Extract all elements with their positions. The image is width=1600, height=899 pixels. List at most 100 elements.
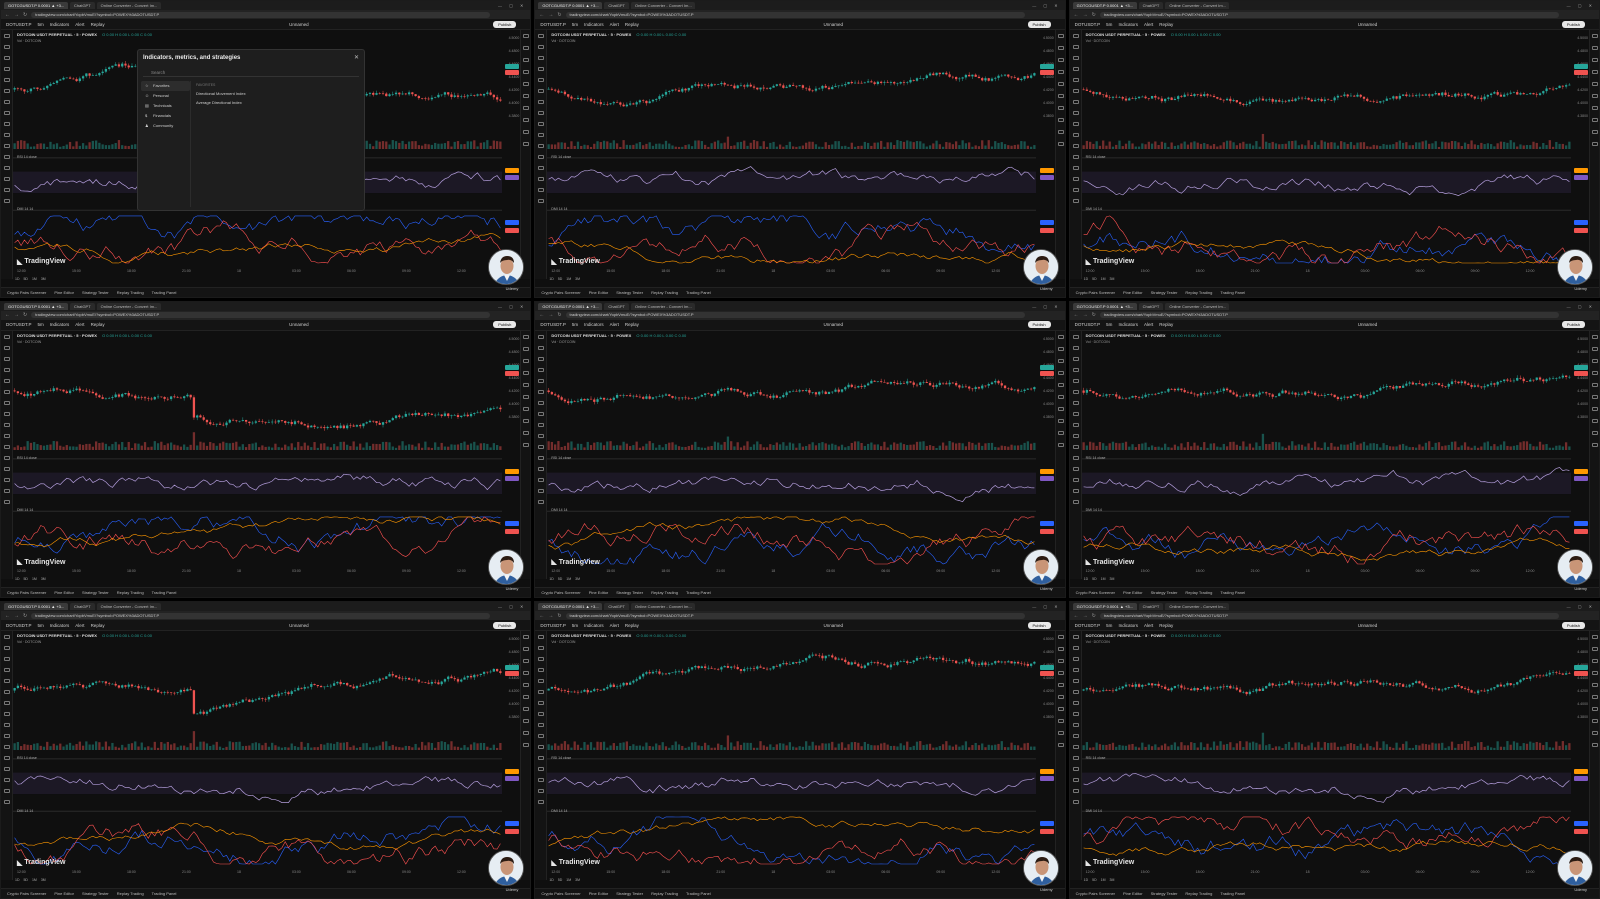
layout-name-button[interactable]: Unnamed xyxy=(823,322,843,328)
time-axis[interactable]: 12:00 15:00 18:00 21:00 18 03:00 06:00 09:00 12:… xyxy=(13,869,502,876)
drawing-tool-icon[interactable] xyxy=(1072,45,1079,49)
range-button[interactable]: 1M xyxy=(31,577,37,582)
widget-icon[interactable] xyxy=(1591,719,1598,724)
bottom-panel-tab[interactable]: Replay Trading xyxy=(116,890,144,896)
chart-canvas[interactable] xyxy=(547,331,1037,569)
browser-tab[interactable]: Online Converter - Convert Im... xyxy=(1165,603,1230,611)
replay-button[interactable]: Replay xyxy=(90,21,105,27)
widget-icon[interactable] xyxy=(523,70,530,74)
drawing-tool-icon[interactable] xyxy=(4,646,10,651)
indicators-button[interactable]: Indicators xyxy=(49,622,70,628)
drawing-tool-icon[interactable] xyxy=(4,477,10,482)
widget-icon[interactable] xyxy=(1591,418,1598,423)
alert-button[interactable]: Alert xyxy=(609,21,619,27)
widget-icon[interactable] xyxy=(1057,370,1064,375)
back-icon[interactable]: ← xyxy=(5,11,10,18)
widget-icon[interactable] xyxy=(1057,82,1064,86)
drawing-tool-icon[interactable] xyxy=(538,400,545,405)
price-scale[interactable]: 4.50004.48004.46004.44004.42004.40004.38… xyxy=(1036,631,1055,869)
drawing-tool-icon[interactable] xyxy=(4,144,10,148)
timeframe-button[interactable]: 5m xyxy=(571,21,579,27)
drawing-tool-icon[interactable] xyxy=(1072,111,1079,115)
indicators-button[interactable]: Indicators xyxy=(1118,21,1138,27)
drawing-tool-icon[interactable] xyxy=(4,800,10,805)
widget-icon[interactable] xyxy=(1057,430,1064,435)
back-icon[interactable]: ← xyxy=(1073,612,1079,619)
widget-icon[interactable] xyxy=(523,346,530,351)
drawing-tool-icon[interactable] xyxy=(1072,701,1079,706)
timeframe-button[interactable]: 5m xyxy=(37,21,44,27)
drawing-tool-icon[interactable] xyxy=(1072,56,1079,60)
widget-icon[interactable] xyxy=(1591,671,1598,676)
widget-icon[interactable] xyxy=(1057,346,1064,351)
widget-icon[interactable] xyxy=(1591,743,1598,748)
widget-icon[interactable] xyxy=(1057,94,1064,98)
drawing-tool-icon[interactable] xyxy=(4,155,10,159)
symbol-search-button[interactable]: DOTUSDT.P xyxy=(1074,322,1101,328)
price-scale[interactable]: 4.50004.48004.46004.44004.42004.40004.38… xyxy=(502,631,521,869)
forward-icon[interactable]: → xyxy=(14,612,19,619)
chart-canvas[interactable] xyxy=(13,631,502,869)
symbol-search-button[interactable]: DOTUSDT.P xyxy=(540,21,566,27)
browser-tab[interactable]: GOTCGUSDT.P 0.0001 ▲ +3... xyxy=(4,2,68,9)
bottom-panel-tab[interactable]: Strategy Tester xyxy=(81,890,109,896)
browser-tab[interactable]: GOTCGUSDT.P 0.0001 ▲ +3... xyxy=(4,603,68,611)
bottom-panel-tab[interactable]: Crypto Pairs Screener xyxy=(1075,590,1116,596)
widget-icon[interactable] xyxy=(523,94,530,98)
widget-icon[interactable] xyxy=(523,106,530,110)
widget-icon[interactable] xyxy=(1057,671,1064,676)
bottom-panel-tab[interactable]: Crypto Pairs Screener xyxy=(541,289,581,295)
widget-icon[interactable] xyxy=(1057,719,1064,724)
browser-tab[interactable]: ChatGPT xyxy=(70,2,95,9)
widget-icon[interactable] xyxy=(523,358,530,363)
browser-tab[interactable]: ChatGPT xyxy=(604,603,629,611)
range-button[interactable]: 1D xyxy=(1083,276,1089,281)
timeframe-button[interactable]: 5m xyxy=(571,622,579,628)
symbol-search-button[interactable]: DOTUSDT.P xyxy=(540,322,566,328)
browser-tab[interactable]: ChatGPT xyxy=(604,2,629,9)
widget-icon[interactable] xyxy=(1057,647,1064,652)
drawing-tool-icon[interactable] xyxy=(538,767,545,772)
drawing-tool-icon[interactable] xyxy=(538,133,545,137)
drawing-tool-icon[interactable] xyxy=(4,400,10,405)
chart-canvas[interactable] xyxy=(547,631,1037,869)
drawing-tool-icon[interactable] xyxy=(1072,422,1079,427)
category-item[interactable]: ♟ Community xyxy=(141,121,190,131)
publish-button[interactable]: Publish xyxy=(1027,321,1051,329)
widget-icon[interactable] xyxy=(1057,707,1064,712)
widget-icon[interactable] xyxy=(1057,70,1064,74)
forward-icon[interactable]: → xyxy=(14,312,19,319)
widget-icon[interactable] xyxy=(1591,430,1598,435)
widget-icon[interactable] xyxy=(1057,635,1064,640)
drawing-tool-icon[interactable] xyxy=(538,188,545,192)
window-controls[interactable]: — ▢ ✕ xyxy=(497,3,527,8)
replay-button[interactable]: Replay xyxy=(90,622,105,628)
bottom-panel-tab[interactable]: Strategy Tester xyxy=(1150,890,1178,896)
drawing-tool-icon[interactable] xyxy=(1072,188,1079,192)
layout-name-button[interactable]: Unnamed xyxy=(1357,322,1378,328)
browser-tab[interactable]: Online Converter - Convert Im... xyxy=(631,2,695,9)
alert-button[interactable]: Alert xyxy=(75,21,85,27)
range-button[interactable]: 3M xyxy=(1109,276,1115,281)
back-icon[interactable]: ← xyxy=(539,612,545,619)
drawing-tool-icon[interactable] xyxy=(1072,723,1079,728)
browser-tab[interactable]: ChatGPT xyxy=(1138,603,1164,611)
range-button[interactable]: 1D xyxy=(1083,577,1089,582)
url-input[interactable]: tradingview.com/chart/YopbVmuE/?symbol=P… xyxy=(1099,612,1559,619)
drawing-tool-icon[interactable] xyxy=(1072,690,1079,695)
drawing-tool-icon[interactable] xyxy=(538,155,545,159)
alert-button[interactable]: Alert xyxy=(609,322,619,328)
browser-tab[interactable]: Online Converter - Convert Im... xyxy=(96,2,161,9)
drawing-tool-icon[interactable] xyxy=(538,477,545,482)
timeframe-button[interactable]: 5m xyxy=(1106,322,1113,328)
drawing-tool-icon[interactable] xyxy=(4,389,10,394)
widget-icon[interactable] xyxy=(1591,106,1598,110)
widget-icon[interactable] xyxy=(1591,731,1598,736)
range-button[interactable]: 3M xyxy=(40,577,46,582)
widget-icon[interactable] xyxy=(1057,34,1064,38)
bottom-panel-tab[interactable]: Replay Trading xyxy=(1185,289,1213,295)
drawing-tool-icon[interactable] xyxy=(538,455,545,460)
drawing-tool-icon[interactable] xyxy=(538,166,545,170)
browser-tab[interactable]: Online Converter - Convert Im... xyxy=(96,603,161,611)
browser-tab[interactable]: Online Converter - Convert Im... xyxy=(1165,2,1230,9)
